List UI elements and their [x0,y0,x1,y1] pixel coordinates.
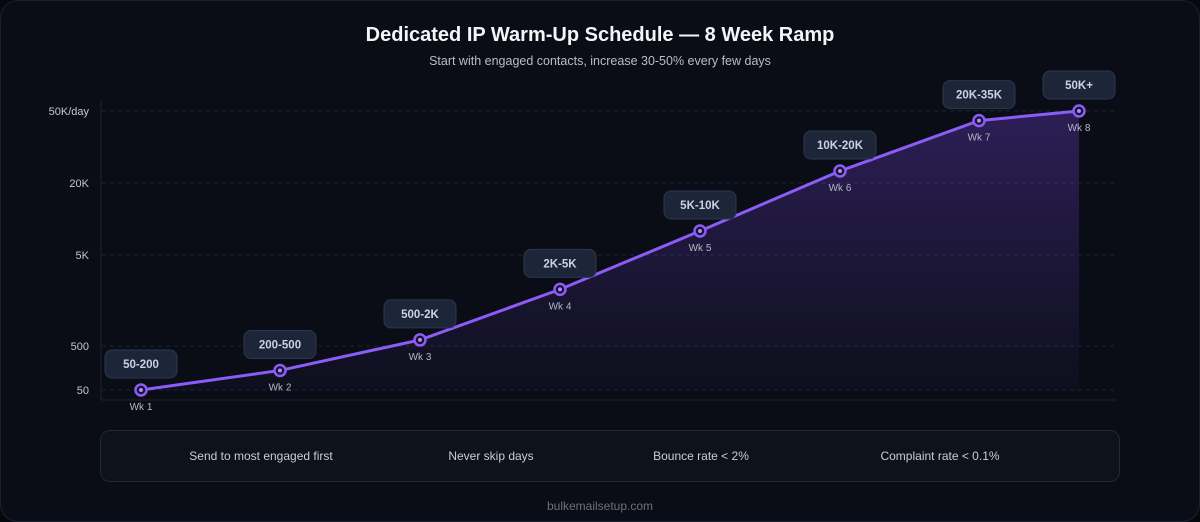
data-label-box [1042,70,1116,100]
data-label: 500-2K [401,309,439,321]
series-line [140,109,1080,392]
data-label: 5K-10K [680,200,720,212]
data-label-box [803,130,877,160]
x-tick-label: Wk 6 [829,183,852,194]
tip-bounce-rate: Bounce rate < 2% [653,449,749,463]
x-tick-label: Wk 1 [130,402,153,413]
data-point-center [139,388,143,392]
x-tick-label: Wk 8 [1068,123,1091,134]
area-fill [141,111,1079,390]
y-tick-label: 20K [69,178,89,190]
data-label: 2K-5K [543,258,577,270]
data-label: 200-500 [259,339,301,351]
data-label-box [663,190,737,220]
x-tick-label: Wk 3 [409,352,432,363]
data-label: 50K+ [1065,80,1093,92]
data-point-center [558,287,562,292]
y-tick-label: 50 [77,385,89,397]
data-point-center [278,368,282,373]
x-tick-label: Wk 4 [549,301,572,312]
data-label: 50-200 [123,359,159,371]
data-point-center [1077,109,1081,113]
y-tick-label: 500 [71,341,89,353]
x-tick-label: Wk 2 [269,382,292,393]
x-tick-label: Wk 7 [968,133,991,144]
y-tick-label: 5K [76,250,90,262]
chart-subtitle: Start with engaged contacts, increase 30… [429,54,771,68]
tip-engaged: Send to most engaged first [189,449,333,463]
data-point-center [698,229,702,233]
data-label-box [383,299,457,329]
data-label-box [523,248,597,278]
tip-complaint-rate: Complaint rate < 0.1% [880,449,1000,463]
data-label-box [104,349,178,379]
data-point-center [418,337,422,342]
x-tick-label: Wk 5 [689,243,712,254]
data-point-center [977,118,981,123]
data-point-center [838,169,842,173]
data-label: 10K-20K [817,140,864,152]
tips-bar: Send to most engaged first Never skip da… [100,430,1120,482]
data-label-box [942,80,1016,110]
chart-title: Dedicated IP Warm-Up Schedule — 8 Week R… [365,24,835,46]
data-label: 20K-35K [956,90,1003,102]
footer-site: bulkemailsetup.com [546,499,654,513]
data-label-box [243,329,317,359]
tip-skip-days: Never skip days [448,449,534,463]
y-tick-label: 50K/day [49,106,90,118]
